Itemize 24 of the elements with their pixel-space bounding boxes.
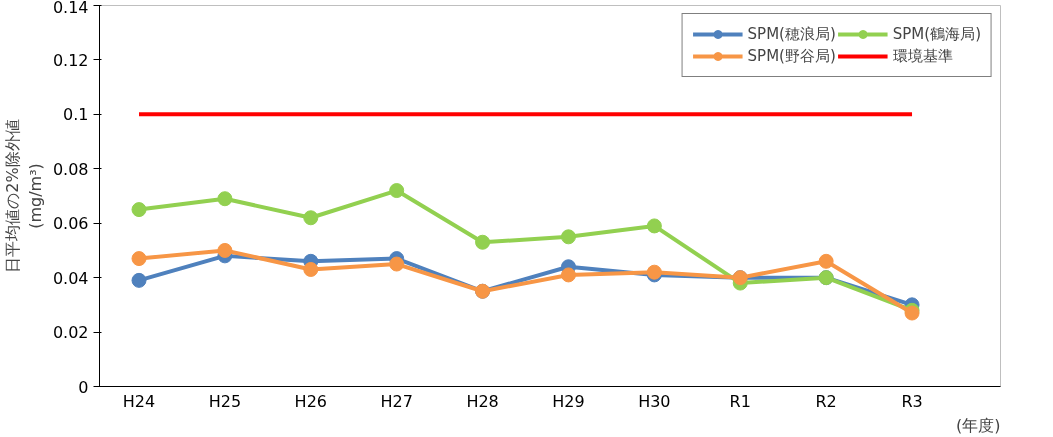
x-tick-label: R1 bbox=[729, 391, 751, 411]
x-axis-title: (年度) bbox=[956, 415, 1001, 435]
y-tick-label: 0 bbox=[78, 377, 89, 397]
x-tick-label: H30 bbox=[638, 391, 671, 411]
y-tick-label: 0.14 bbox=[52, 0, 89, 17]
legend-label: SPM(穂浪局) bbox=[747, 24, 836, 44]
x-tick-label: R3 bbox=[901, 391, 923, 411]
x-tick-label: R2 bbox=[815, 391, 837, 411]
y-tick-label: 0.02 bbox=[52, 323, 89, 343]
y-tick-label: 0.06 bbox=[52, 214, 89, 234]
x-tick-label: H27 bbox=[380, 391, 413, 411]
y-tick-label: 0.04 bbox=[52, 268, 89, 288]
x-tick-label: H24 bbox=[122, 391, 156, 411]
legend-label: SPM(野谷局) bbox=[747, 46, 836, 66]
x-tick-label: H29 bbox=[552, 391, 585, 411]
legend-label: 環境基準 bbox=[892, 46, 953, 66]
x-tick-label: H26 bbox=[294, 391, 327, 411]
y-axis-title: 日平均値の2%除外値 (mg/m³) bbox=[3, 119, 45, 273]
y-tick-label: 0.08 bbox=[52, 159, 89, 179]
y-tick-label: 0.1 bbox=[63, 105, 89, 125]
x-tick-label: H25 bbox=[208, 391, 242, 411]
y-tick-label: 0.12 bbox=[52, 50, 89, 70]
x-tick-label: H28 bbox=[466, 391, 499, 411]
legend-label: SPM(鶴海局) bbox=[892, 24, 981, 44]
